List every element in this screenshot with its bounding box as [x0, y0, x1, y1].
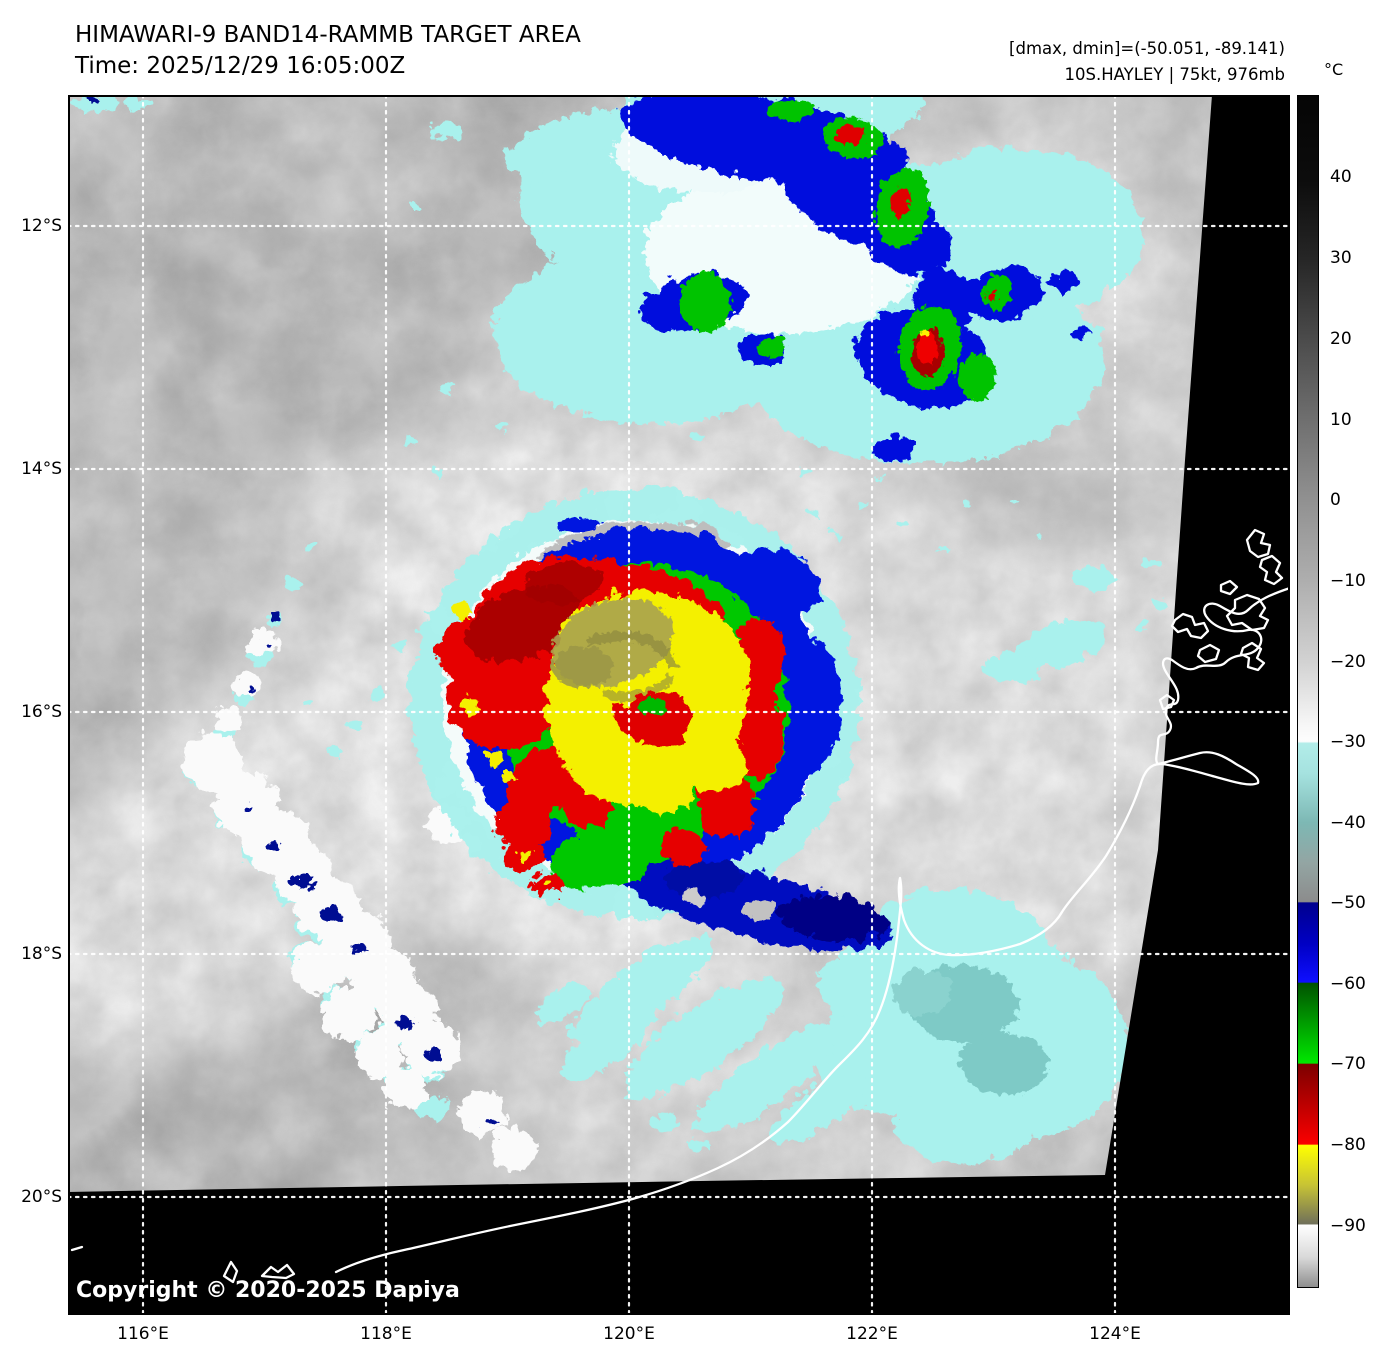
title-block: HIMAWARI-9 BAND14-RAMMB TARGET AREA Time… [75, 20, 581, 82]
timestamp: Time: 2025/12/29 16:05:00Z [75, 53, 406, 79]
xtick-122e: 122°E [846, 1324, 898, 1344]
annotation-block: [dmax, dmin]=(-50.051, -89.141) 10S.HAYL… [800, 36, 1285, 88]
copyright-watermark: Copyright © 2020-2025 Dapiya [76, 1278, 460, 1303]
xtick-118e: 118°E [360, 1324, 412, 1344]
satellite-map [68, 95, 1290, 1315]
feeder-band-cells [82, 95, 532, 1167]
cbar-tick-m70: −70 [1330, 1054, 1366, 1074]
graticule [68, 95, 1290, 1315]
xtick-124e: 124°E [1089, 1324, 1141, 1344]
cbar-tick-m50: −50 [1330, 893, 1366, 913]
ne-convective-cluster [617, 95, 1090, 457]
cbar-tick-m20: −20 [1330, 652, 1366, 672]
cbar-tick-m90: −90 [1330, 1216, 1366, 1236]
colorbar-unit: °C [1324, 60, 1344, 79]
xtick-116e: 116°E [117, 1324, 169, 1344]
cyclone-warm-core [549, 595, 689, 745]
cbar-tick-20: 20 [1330, 329, 1352, 349]
storm-info: 10S.HAYLEY | 75kt, 976mb [1064, 65, 1285, 84]
cbar-tick-0: 0 [1330, 490, 1341, 510]
map-border [68, 95, 1290, 1315]
temperature-colorbar [1297, 95, 1319, 1288]
ytick-16s: 16°S [21, 702, 62, 722]
cbar-tick-30: 30 [1330, 248, 1352, 268]
page-title: HIMAWARI-9 BAND14-RAMMB TARGET AREA [75, 22, 581, 48]
ytick-20s: 20°S [21, 1187, 62, 1207]
cbar-tick-m10: −10 [1330, 571, 1366, 591]
cyclone-core [407, 485, 887, 947]
cbar-tick-m60: −60 [1330, 974, 1366, 994]
cbar-tick-m30: −30 [1330, 732, 1366, 752]
cyclone-eye [636, 695, 664, 713]
cbar-tick-10: 10 [1330, 410, 1352, 430]
cbar-tick-40: 40 [1330, 167, 1352, 187]
satellite-imagery [68, 95, 1290, 1315]
coastline [70, 528, 1290, 1284]
no-data-region [68, 95, 1290, 1315]
xtick-120e: 120°E [603, 1324, 655, 1344]
dmax-dmin-readout: [dmax, dmin]=(-50.051, -89.141) [1009, 39, 1285, 58]
ytick-18s: 18°S [21, 944, 62, 964]
ytick-14s: 14°S [21, 459, 62, 479]
ytick-12s: 12°S [21, 216, 62, 236]
cbar-tick-m40: −40 [1330, 813, 1366, 833]
cbar-tick-m80: −80 [1330, 1135, 1366, 1155]
